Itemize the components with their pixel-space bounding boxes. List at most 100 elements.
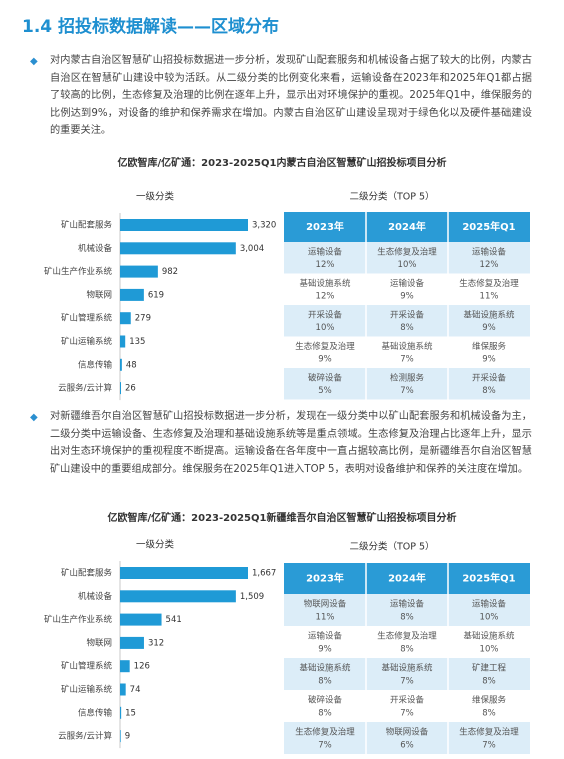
value-label: 3,320 [252,221,276,231]
chart-title: 亿欧智库/亿矿通：2023-2025Q1内蒙古自治区智慧矿山招投标项目分析 [118,156,447,169]
category-label: 矿山生产作业系统 [44,266,113,277]
cell-share: 8% [482,677,496,687]
value-label: 541 [166,615,182,625]
cell-name: 开采设备 [472,373,507,384]
paragraph: 对新疆维吾尔自治区智慧矿山招投标数据进一步分析，发现在一级分类中以矿山配套服务和… [50,411,532,475]
cell-share: 8% [400,323,414,333]
cell-share: 11% [480,292,499,302]
table-header: 2024年 [388,572,426,585]
cell-share: 5% [318,386,332,396]
cell-share: 10% [316,323,335,333]
category-label: 物联网 [86,289,112,300]
table-header-bg [284,563,530,594]
cell-share: 7% [318,741,332,751]
table-title: 二级分类（TOP 5） [349,541,434,553]
cell-share: 7% [400,386,414,396]
cell-share: 12% [480,260,499,270]
bar [120,265,158,278]
cell-name: 开采设备 [390,310,425,321]
cell-share: 7% [400,709,414,719]
category-label: 机械设备 [78,591,113,602]
cell-name: 基础设施系统 [463,631,515,642]
value-label: 26 [125,384,136,394]
table-header-bg [284,212,530,242]
cell-share: 12% [316,260,335,270]
cell-share: 10% [480,613,499,623]
category-label: 信息传输 [78,359,113,370]
table-row-bg [284,658,530,690]
value-label: 126 [134,662,150,672]
cell-name: 运输设备 [308,247,343,258]
value-label: 74 [130,685,141,695]
cell-share: 6% [400,741,414,751]
chart-subtitle: 一级分类 [136,191,175,203]
page-title: 1.4 招投标数据解读——区域分布 [22,17,280,37]
category-label: 云服务/云计算 [58,731,112,742]
cell-name: 基础设施系统 [381,341,433,352]
category-label: 矿山生产作业系统 [44,614,113,625]
bar [120,660,130,673]
cell-name: 运输设备 [390,599,425,610]
cell-name: 基础设施系统 [463,310,515,321]
value-label: 9 [125,732,130,742]
cell-share: 9% [318,645,332,655]
chart-subtitle: 一级分类 [136,539,175,551]
cell-name: 物联网设备 [304,599,347,610]
category-label: 矿山运输系统 [61,684,113,695]
category-label: 矿山运输系统 [61,336,113,347]
table-header: 2025年Q1 [462,220,515,233]
cell-share: 7% [400,677,414,687]
category-label: 信息传输 [78,707,113,718]
bar [120,219,248,231]
cell-name: 物联网设备 [386,727,429,738]
table-row-bg [284,242,530,274]
cell-name: 运输设备 [390,278,425,289]
category-label: 物联网 [86,637,112,648]
value-label: 982 [162,267,178,277]
table-header: 2024年 [388,220,426,233]
cell-share: 8% [400,645,414,655]
value-label: 1,509 [240,592,264,602]
table-row-bg [284,594,530,626]
cell-name: 基础设施系统 [381,663,433,674]
category-label: 云服务/云计算 [58,383,112,394]
value-label: 1,667 [252,569,276,579]
value-label: 279 [135,314,151,324]
bar [120,382,122,395]
value-label: 3,004 [240,244,264,254]
cell-name: 生态修复及治理 [295,341,355,352]
table-row-bg [284,336,530,368]
cell-name: 维保服务 [472,341,507,352]
value-label: 15 [125,708,136,718]
table-header: 2025年Q1 [462,572,515,585]
bar [120,706,122,719]
bullet: ◆ [30,412,38,423]
cell-name: 运输设备 [472,247,507,258]
bar [120,242,236,255]
cell-name: 维保服务 [472,695,507,706]
value-label: 135 [129,337,145,347]
cell-share: 9% [318,355,332,365]
category-label: 矿山管理系统 [61,313,113,324]
cell-name: 矿建工程 [472,663,507,674]
value-label: 619 [148,290,164,300]
bar [120,567,248,579]
cell-name: 运输设备 [308,631,343,642]
cell-share: 9% [400,292,414,302]
table-row-bg [284,273,530,305]
cell-share: 11% [316,613,335,623]
cell-share: 8% [400,613,414,623]
bullet: ◆ [30,56,38,67]
category-label: 矿山配套服务 [61,220,113,231]
bar [120,636,144,649]
category-label: 矿山管理系统 [61,661,113,672]
bar [120,683,126,696]
cell-share: 10% [480,645,499,655]
cell-name: 开采设备 [390,695,425,706]
cell-share: 7% [482,741,496,751]
cell-share: 9% [482,323,496,333]
cell-name: 开采设备 [308,310,343,321]
cell-share: 8% [482,709,496,719]
